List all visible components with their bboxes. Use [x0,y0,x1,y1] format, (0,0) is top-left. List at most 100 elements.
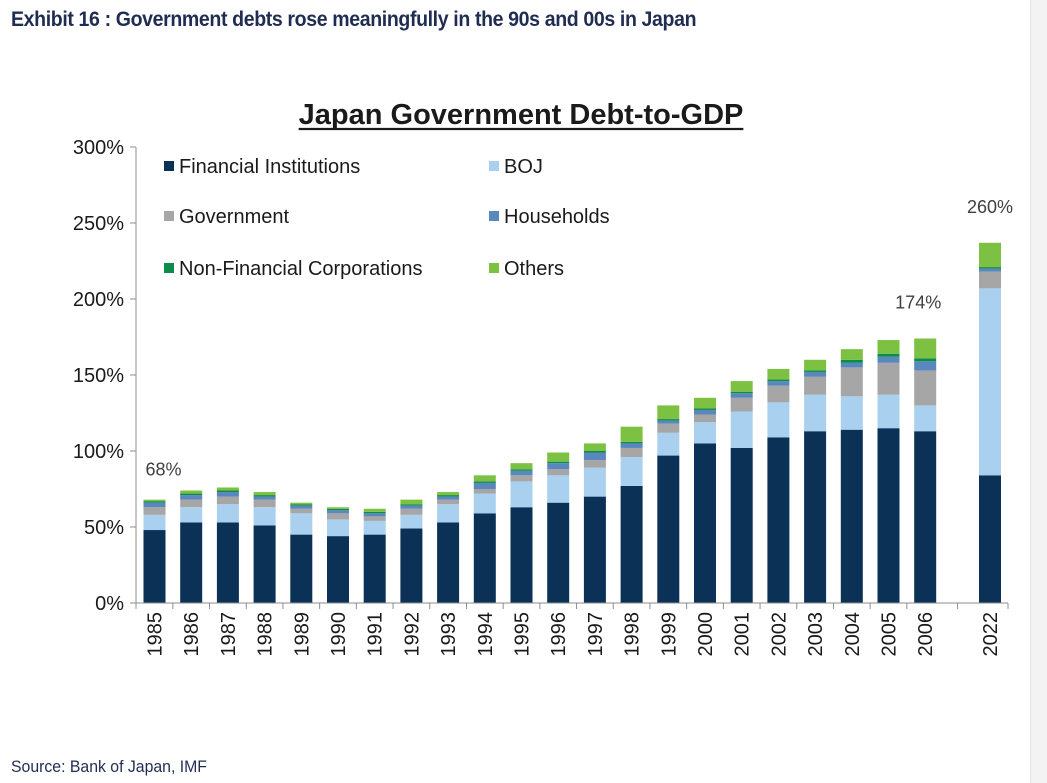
bar-segment-non-financial-corporations-2006 [914,358,937,362]
bar-segment-non-financial-corporations-2001 [730,391,753,394]
legend-swatch-households [489,211,499,221]
bar-segment-households-2002 [767,381,790,386]
bar-segment-non-financial-corporations-2003 [804,370,827,372]
x-tick-label-1998: 1998 [622,612,644,657]
source-note: Source: Bank of Japan, IMF [11,757,207,776]
bar-segment-boj-1995 [510,481,533,508]
x-tick-label-2002: 2002 [768,612,790,657]
bar-segment-government-2004 [840,367,863,397]
bar-segment-financial-institutions-1995 [510,507,533,603]
bar-segment-financial-institutions-2002 [767,437,790,603]
bar-segment-others-1998 [620,426,643,442]
bar-segment-households-1985 [143,502,166,508]
bar-segment-boj-1989 [290,513,313,535]
x-axis: 1985 1986 1987 1988 1989 1990 1991 1992 1993 1994… [135,602,1009,657]
bar-segment-government-2000 [694,414,716,423]
y-tick-label: 50% [84,517,124,539]
y-tick-label: 100% [73,441,124,463]
x-tick-label-2003: 2003 [805,612,827,657]
bar-segment-non-financial-corporations-1987 [216,490,239,493]
bar-segment-households-1990 [327,510,349,514]
bar-segment-government-1997 [583,460,606,468]
bar-segment-others-2003 [804,359,827,371]
x-tick-label-1997: 1997 [585,612,607,657]
y-tick-label: 250% [73,213,124,235]
bar-segment-financial-institutions-1996 [547,502,570,603]
bar-segment-financial-institutions-2005 [877,428,900,603]
bar-segment-financial-institutions-1994 [473,513,496,603]
bar-segment-financial-institutions-2001 [730,447,753,603]
bar-segment-government-2022 [979,271,1001,289]
bar-segment-financial-institutions-2022 [979,475,1001,603]
x-tick-label-2005: 2005 [879,612,901,657]
bar-segment-non-financial-corporations-1998 [620,441,643,444]
legend-swatch-boj [489,161,499,171]
legend-label-financial-institutions: Financial Institutions [179,156,360,178]
legend-swatch-others [489,263,499,273]
bar-segment-government-1987 [216,496,239,505]
legend-swatch-government [164,211,174,221]
bar-segment-households-2004 [840,362,863,368]
bar-segment-non-financial-corporations-1986 [180,493,203,496]
legend-label-others: Others [504,258,564,280]
bar-segment-households-1991 [363,513,386,517]
bar-segment-boj-1985 [143,514,166,531]
x-tick-label-1995: 1995 [512,612,534,657]
x-tick-label-2000: 2000 [695,612,717,657]
bar-segment-others-2022 [979,242,1001,268]
bar-segment-government-2006 [914,370,937,406]
bar-segment-households-2006 [914,361,937,371]
bar-segment-boj-1994 [473,493,496,514]
bar-segment-households-1997 [583,452,606,461]
bar-segment-boj-1998 [620,457,643,486]
y-axis: 0% 50% 100% 150% 200% 250% 300% [73,137,137,615]
bar-segment-others-2006 [914,338,937,359]
bar-segment-others-1988 [253,492,276,496]
bar-segment-others-1992 [400,499,423,505]
bar-segment-non-financial-corporations-1997 [583,451,606,453]
bar-segment-government-1994 [473,489,496,494]
bar-segment-non-financial-corporations-1991 [363,511,386,514]
bar-segment-government-2002 [767,385,790,403]
legend-label-government: Government [179,206,289,228]
x-tick-label-1987: 1987 [218,612,240,657]
data-label-2022: 260% [967,197,1013,217]
bar-segment-households-2022 [979,268,1001,272]
chart-title: Japan Government Debt-to-GDP [299,99,744,131]
x-tick-label-1992: 1992 [401,612,423,657]
bar-segment-government-2003 [804,376,827,395]
bar-segment-boj-1991 [363,520,386,535]
legend-label-non-financial-corporations: Non-Financial Corporations [179,258,422,280]
bar-segment-others-2005 [877,340,900,354]
bar-segment-households-2001 [730,393,753,398]
bar-segment-households-1993 [437,496,460,500]
bar-segment-households-2000 [694,409,716,415]
bar-segment-others-1990 [327,507,349,509]
bar-segment-financial-institutions-1988 [253,525,276,603]
bar-segment-households-1999 [657,420,680,424]
x-tick-label-1990: 1990 [328,612,350,657]
bar-segment-government-2005 [877,362,900,395]
x-tick-label-1988: 1988 [255,612,277,657]
bar-segment-non-financial-corporations-1999 [657,419,680,421]
legend-swatch-financial-institutions [164,161,174,171]
bar-segment-financial-institutions-1992 [400,528,423,603]
bar-segment-government-1999 [657,423,680,433]
bar-segment-others-1994 [473,475,496,482]
bar-segment-others-1999 [657,405,680,420]
y-tick-label: 300% [73,137,124,159]
bar-segment-households-2005 [877,356,900,363]
x-tick-label-1993: 1993 [438,612,460,657]
bar-segment-non-financial-corporations-1995 [510,469,533,471]
bar-segment-government-1992 [400,508,423,515]
bar-segment-non-financial-corporations-2002 [767,379,790,382]
bar-segment-others-2004 [840,349,863,360]
legend-label-boj: BOJ [504,156,543,178]
bar-segment-government-1989 [290,508,313,514]
bar-segment-boj-1992 [400,514,423,529]
bar-segment-households-1996 [547,463,570,470]
bar-segment-others-2000 [694,397,716,409]
bar-segment-boj-2005 [877,394,900,429]
bar-segment-others-1997 [583,443,606,451]
bar-segment-government-1995 [510,475,533,482]
